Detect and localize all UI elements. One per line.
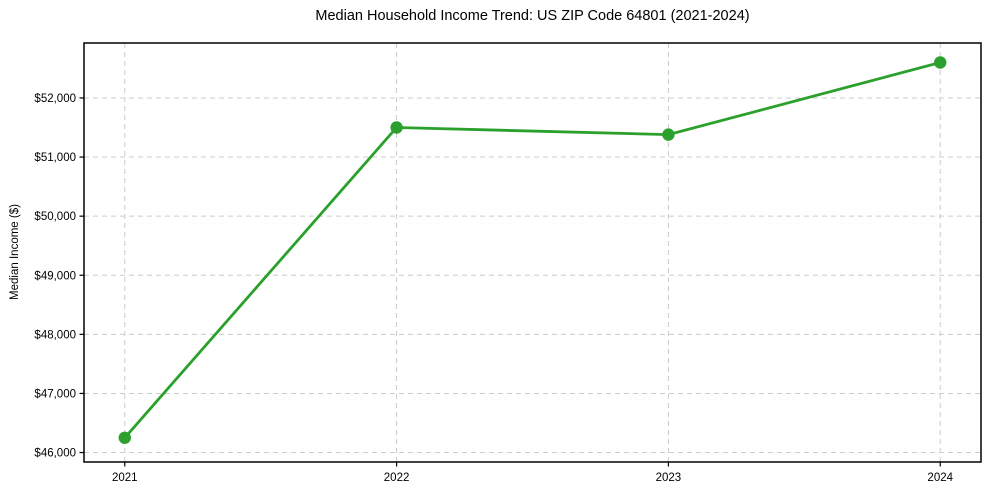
y-tick-label: $52,000 <box>34 93 76 105</box>
data-point-2022 <box>390 121 403 134</box>
income-trend-line <box>123 61 942 440</box>
data-point-2024 <box>934 56 947 69</box>
y-tick-label: $48,000 <box>34 329 76 341</box>
y-tick-label: $49,000 <box>34 270 76 282</box>
x-tick-label: 2022 <box>384 472 410 484</box>
y-tick-label: $46,000 <box>34 448 76 460</box>
data-point-2023 <box>662 128 675 141</box>
plot-border <box>83 42 982 463</box>
y-tick-label: $51,000 <box>34 152 76 164</box>
data-point-2021 <box>118 431 131 444</box>
y-tick-label: $50,000 <box>34 211 76 223</box>
chart-title: Median Household Income Trend: US ZIP Co… <box>315 8 750 24</box>
x-tick-label: 2021 <box>112 472 138 484</box>
x-tick-label: 2024 <box>927 472 953 484</box>
x-tick-label: 2023 <box>656 472 682 484</box>
y-tick-label: $47,000 <box>34 388 76 400</box>
